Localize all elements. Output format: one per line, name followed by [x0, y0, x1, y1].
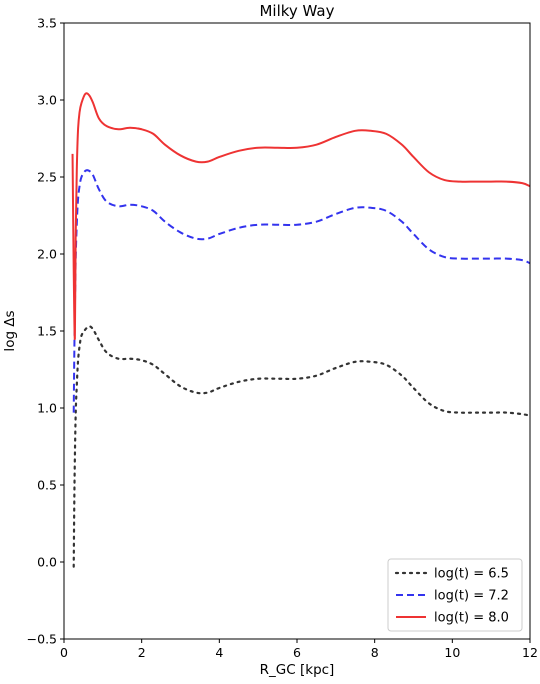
- x-tick-label: 6: [293, 645, 301, 660]
- x-tick-label: 12: [522, 645, 538, 660]
- series-line-1: [72, 325, 530, 568]
- y-axis: −0.5 0.0 0.5 1.0 1.5 2.0 2.5 3.0 3.5: [27, 16, 64, 647]
- series-line-2: [72, 169, 530, 413]
- legend-box: [387, 558, 523, 632]
- y-axis-label: log Δs: [2, 310, 18, 351]
- chart-title: Milky Way: [259, 2, 334, 20]
- y-tick-label: −0.5: [27, 632, 57, 647]
- legend-label-3: log(t) = 8.0: [434, 611, 509, 626]
- y-tick-label: 2.0: [37, 247, 57, 262]
- y-tick-label: 1.5: [37, 324, 57, 339]
- x-tick-label: 0: [60, 645, 68, 660]
- x-axis: 0 2 4 6 8 10 12: [60, 639, 538, 660]
- x-tick-label: 4: [215, 645, 223, 660]
- y-tick-label: 2.5: [37, 170, 57, 185]
- legend: log(t) = 6.5 log(t) = 7.2 log(t) = 8.0: [387, 558, 523, 632]
- x-tick-label: 2: [138, 645, 146, 660]
- y-tick-label: 0.0: [37, 555, 57, 570]
- legend-label-1: log(t) = 6.5: [434, 567, 509, 582]
- plot-frame: [63, 22, 531, 640]
- y-tick-label: 3.0: [37, 93, 57, 108]
- x-tick-label: 8: [371, 645, 379, 660]
- series-line-3: [71, 92, 530, 340]
- x-tick-label: 10: [444, 645, 460, 660]
- y-tick-label: 1.0: [37, 401, 57, 416]
- y-tick-label: 0.5: [37, 478, 57, 493]
- legend-label-2: log(t) = 7.2: [434, 589, 509, 604]
- y-tick-label: 3.5: [37, 16, 57, 31]
- x-axis-label: R_GC [kpc]: [260, 662, 335, 678]
